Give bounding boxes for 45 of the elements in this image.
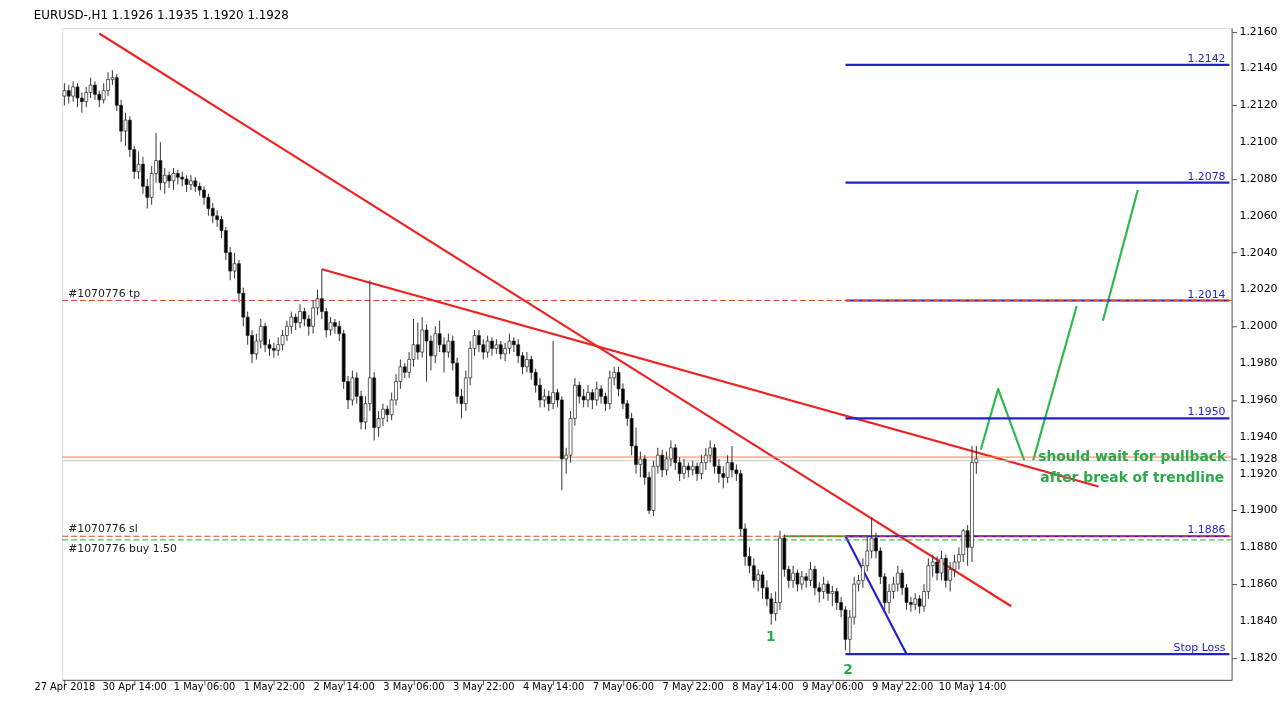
y-tick-label: 1.1920 <box>1239 466 1278 480</box>
x-tick-label: 8 May 14:00 <box>732 681 794 693</box>
y-tick-label: 1.2060 <box>1239 208 1278 222</box>
y-tick-label: 1.1928 <box>1239 451 1278 465</box>
x-tick-label: 1 May 06:00 <box>173 681 236 693</box>
x-tick-label: 7 May 22:00 <box>662 681 724 693</box>
y-tick-label: 1.2140 <box>1239 61 1278 75</box>
y-tick-label: 1.1860 <box>1239 577 1278 591</box>
y-tick-label: 1.2000 <box>1239 319 1278 333</box>
y-tick-label: 1.1820 <box>1239 650 1278 664</box>
series-label: 1.1950 <box>1187 405 1226 419</box>
ref-line-label: #1070776 sl <box>68 522 138 536</box>
y-tick-label: 1.2120 <box>1239 98 1278 112</box>
x-tick-label: 10 May 14:00 <box>938 681 1007 693</box>
x-tick-label: 2 May 14:00 <box>313 681 375 693</box>
ref-line-label: #1070776 tp <box>68 286 141 300</box>
x-tick-label: 7 May 06:00 <box>592 681 655 693</box>
series-label: Stop Loss <box>1173 641 1226 655</box>
series-label: 1.2014 <box>1187 287 1226 301</box>
y-tick-label: 1.2100 <box>1239 135 1278 149</box>
y-tick-label: 1.1960 <box>1239 392 1278 406</box>
ref-line-label: #1070776 buy 1.50 <box>68 541 177 555</box>
y-tick-label: 1.1980 <box>1239 356 1278 370</box>
y-tick-label: 1.1900 <box>1239 503 1278 517</box>
y-tick-label: 1.1840 <box>1239 613 1278 627</box>
y-tick-label: 1.1940 <box>1239 429 1278 443</box>
chart-title: EURUSD-,H1 1.1926 1.1935 1.1920 1.1928 <box>33 7 289 22</box>
series-label: 1.2142 <box>1187 51 1226 65</box>
y-tick-label: 1.2080 <box>1239 171 1278 185</box>
x-tick-label: 3 May 22:00 <box>453 681 515 693</box>
annotation: 1 <box>766 628 776 645</box>
y-tick-label: 1.2160 <box>1239 24 1278 38</box>
series-label: 1.2078 <box>1187 169 1226 183</box>
x-tick-label: 9 May 06:00 <box>802 681 864 693</box>
y-tick-label: 1.2020 <box>1239 282 1278 296</box>
series-label: 1.1886 <box>1187 523 1226 537</box>
y-tick-label: 1.2040 <box>1239 245 1278 259</box>
annotation: 2 <box>843 661 853 678</box>
x-tick-label: 30 Apr 14:00 <box>102 681 167 693</box>
x-tick-label: 3 May 06:00 <box>383 681 445 693</box>
x-tick-label: 27 Apr 2018 <box>34 681 96 693</box>
x-tick-label: 1 May 22:00 <box>243 681 306 693</box>
x-tick-label: 4 May 14:00 <box>522 681 585 693</box>
x-tick-label: 9 May 22:00 <box>871 681 934 693</box>
y-tick-label: 1.1880 <box>1239 540 1278 554</box>
